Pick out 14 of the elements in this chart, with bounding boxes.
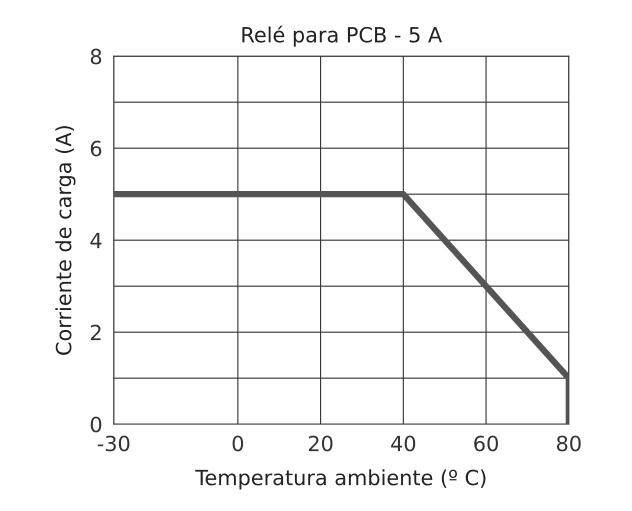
x-axis-title: Temperatura ambiente (º C) — [195, 469, 486, 490]
x-tick-label: 20 — [308, 436, 332, 452]
x-tick-label: 80 — [556, 436, 581, 452]
x-tick-label: 60 — [474, 436, 498, 452]
y-tick-label: 8 — [90, 48, 102, 64]
chart-title: Relé para PCB - 5 A — [242, 26, 442, 47]
x-tick-label: -30 — [98, 436, 130, 452]
y-tick-label: 6 — [90, 140, 102, 156]
y-axis-title: Corriente de carga (A) — [55, 126, 76, 355]
y-tick-label: 2 — [90, 324, 101, 340]
x-tick-label: 0 — [232, 436, 244, 452]
y-tick-label: 0 — [90, 416, 102, 432]
y-tick-label: 4 — [90, 232, 102, 248]
x-tick-label: 40 — [391, 436, 416, 452]
